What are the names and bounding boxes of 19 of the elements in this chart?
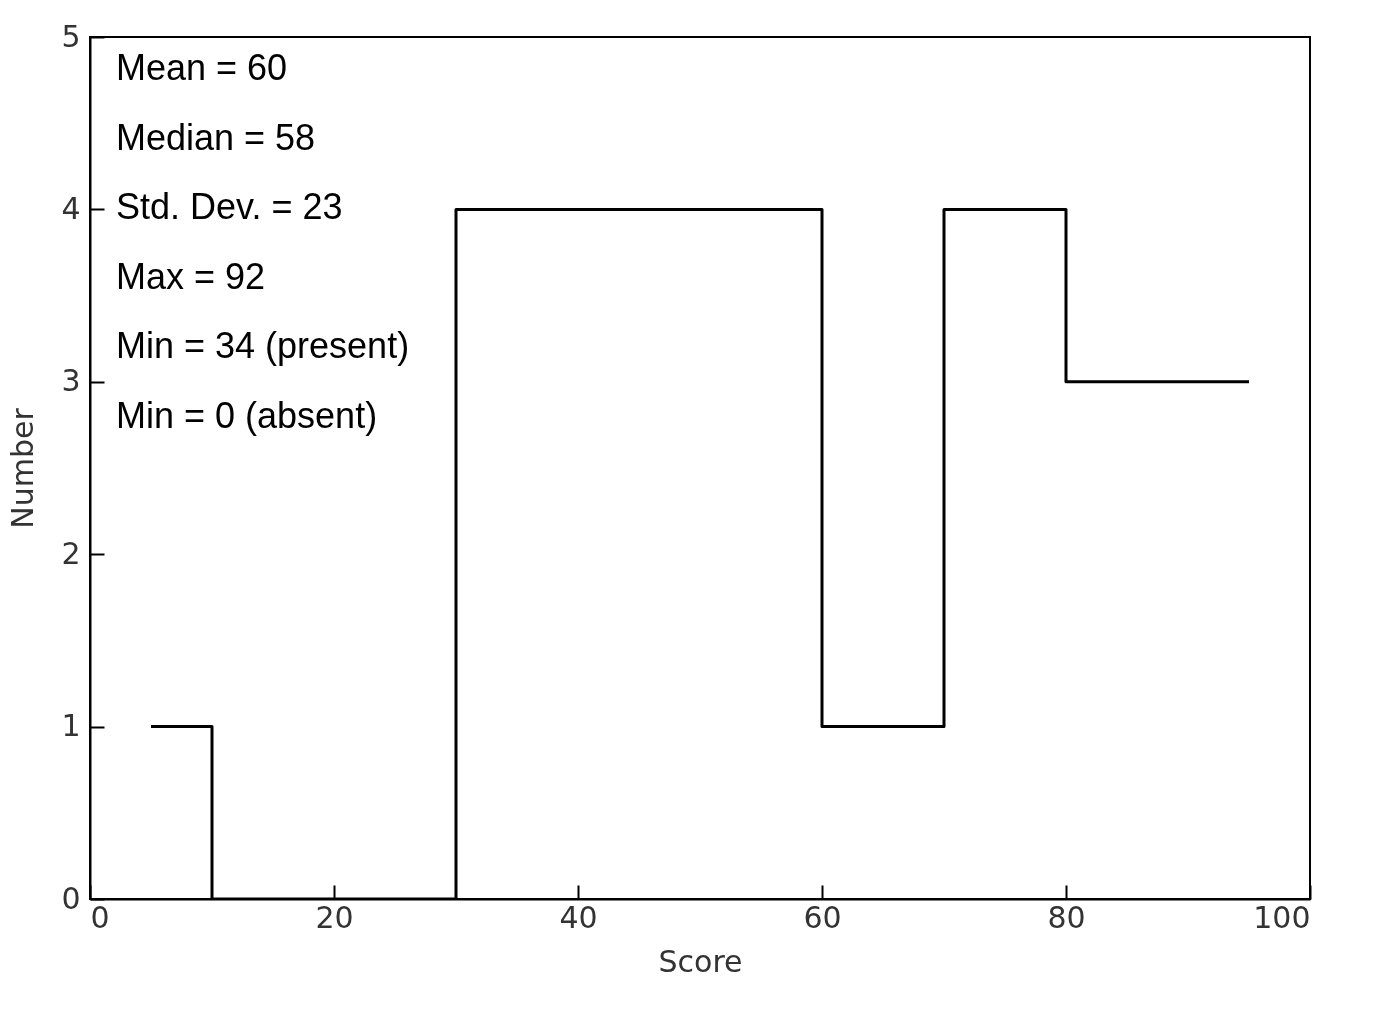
y-tick-label: 3: [61, 363, 81, 399]
annotation: Max = 92: [116, 255, 266, 297]
x-tick-label: 100: [1253, 899, 1311, 935]
y-tick-label: 2: [61, 535, 81, 571]
annotation: Median = 58: [116, 116, 316, 158]
x-tick-label: 40: [559, 899, 598, 935]
y-tick-label: 4: [61, 190, 81, 226]
x-tick-label: 80: [1047, 899, 1086, 935]
x-axis-title: Score: [658, 943, 743, 979]
x-tick-label: 20: [315, 899, 354, 935]
annotation: Std. Dev. = 23: [116, 186, 343, 227]
y-axis-title: Number: [5, 407, 41, 529]
y-tick-label: 5: [61, 18, 81, 54]
annotation: Mean = 60: [116, 47, 288, 88]
annotation: Min = 34 (present): [116, 325, 410, 366]
x-tick-label: 0: [90, 899, 110, 935]
x-tick-label: 60: [803, 899, 842, 935]
y-tick-label: 1: [61, 708, 81, 744]
annotation: Min = 0 (absent): [116, 394, 378, 436]
